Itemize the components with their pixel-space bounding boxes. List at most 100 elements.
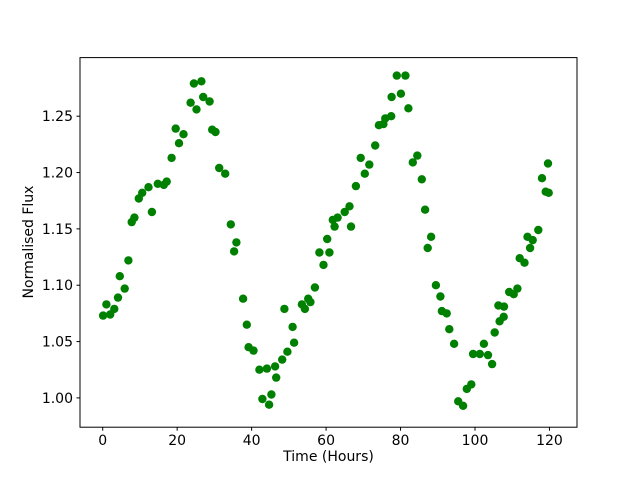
y-tick-label: 1.00 [42,391,73,407]
data-point [420,205,430,214]
data-point [267,390,276,399]
data-point [371,141,380,150]
data-point [115,272,125,281]
data-point [325,248,334,257]
data-point [387,92,396,102]
data-point [479,339,489,348]
x-tick-label: 20 [168,433,186,449]
data-point [365,160,374,169]
data-point [167,153,176,163]
x-tick-label: 80 [392,433,410,449]
data-point [401,71,410,80]
data-point [360,169,369,178]
data-point [340,207,349,217]
data-point [423,243,432,253]
data-point [431,281,441,290]
x-tick-label: 120 [536,433,563,449]
y-tick-label: 1.15 [42,222,73,238]
data-point [520,258,529,267]
data-point [289,338,299,347]
data-point [229,247,239,256]
data-point [475,349,484,359]
data-point [467,380,476,389]
data-point [408,158,417,167]
data-point [179,130,188,139]
data-point [356,153,365,163]
data-point [487,359,497,369]
data-point [278,355,287,364]
x-axis-label: Time (Hours) [283,449,374,465]
data-point [272,373,281,382]
y-tick-label: 1.20 [42,166,73,182]
data-point [186,98,195,107]
data-point [426,232,436,241]
data-point [525,243,535,253]
data-point [449,339,459,348]
data-point [258,394,267,404]
data-point [513,284,522,293]
data-point [130,213,139,222]
data-point [255,365,264,374]
data-point [264,400,274,409]
data-point [249,346,258,355]
data-point [124,256,133,265]
data-point [323,234,332,244]
data-point [310,283,320,292]
data-point [242,320,251,329]
data-point [262,364,272,373]
data-point [404,104,413,113]
data-point [110,304,119,314]
x-tick-label: 60 [317,433,335,449]
data-point [528,235,537,245]
data-point [442,309,451,318]
data-point [319,260,328,270]
data-point [499,302,509,311]
data-point [396,89,406,98]
data-point [499,312,508,321]
data-point [283,347,292,356]
data-point [306,297,315,307]
data-point [189,79,199,88]
data-point [288,322,297,332]
y-tick-label: 1.10 [42,278,73,294]
data-point [232,238,241,247]
data-point [199,92,208,102]
x-tick-label: 0 [98,433,107,449]
data-point [192,105,201,114]
data-point [238,294,248,303]
data-point [98,311,108,320]
y-axis-label: Normalised Flux [21,185,37,299]
data-point [417,175,426,184]
data-point [226,220,235,229]
x-tick-label: 40 [243,433,261,449]
data-point [270,362,280,371]
data-point [174,139,184,148]
data-point [120,284,129,293]
data-point [468,349,478,359]
data-point [280,304,289,314]
y-tick-label: 1.25 [42,109,73,125]
data-point [162,177,171,186]
data-point [445,325,454,334]
data-point [436,292,445,301]
data-point [483,350,493,360]
data-point [171,124,180,133]
data-point [211,127,220,137]
data-point [333,213,342,222]
data-point [544,188,553,197]
data-point [351,181,361,191]
data-point [138,188,147,197]
data-point [215,163,224,173]
data-point [197,77,206,86]
data-point [315,248,324,257]
data-point [345,202,354,211]
data-point [147,207,157,217]
data-point [387,112,396,121]
data-point [144,183,153,192]
data-point [537,174,547,183]
y-tick-label: 1.05 [42,335,73,351]
data-point [330,222,339,231]
data-point [413,151,422,160]
